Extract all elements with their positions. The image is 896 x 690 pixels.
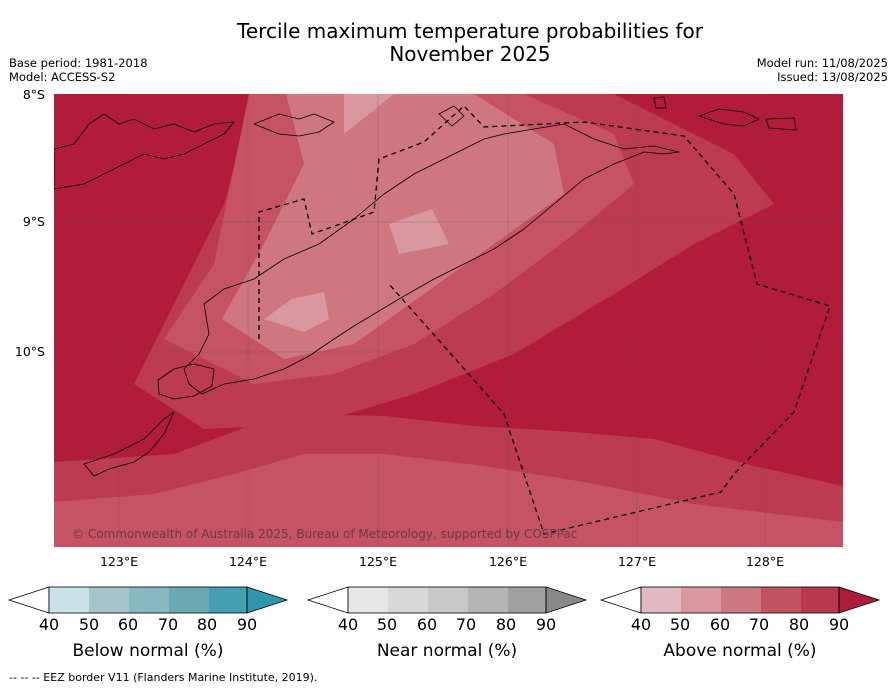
colorbar-below-bin-1 bbox=[49, 587, 89, 613]
colorbar-near-bin-4 bbox=[468, 587, 508, 613]
wetar-islands-coast bbox=[653, 96, 797, 131]
eez-footnote: -- -- -- EEZ border V11 (Flanders Marine… bbox=[9, 671, 318, 684]
lon-label-128e: 128°E bbox=[745, 554, 784, 569]
lat-label-8s: 8°S bbox=[22, 87, 45, 102]
lon-label-127e: 127°E bbox=[617, 554, 656, 569]
colorbar-below-frame bbox=[48, 586, 248, 614]
below-tick-50: 50 bbox=[78, 615, 100, 634]
below-tick-60: 60 bbox=[117, 615, 139, 634]
colorbar-near-bin-3 bbox=[428, 587, 468, 613]
above-tick-50: 50 bbox=[669, 615, 691, 634]
lon-label-125e: 125°E bbox=[358, 554, 397, 569]
colorbar-near-bin-1 bbox=[348, 587, 388, 613]
base-period: Base period: 1981-2018 bbox=[9, 56, 148, 70]
below-tick-40: 40 bbox=[38, 615, 60, 634]
band-50-central bbox=[264, 94, 449, 332]
below-tick-80: 80 bbox=[196, 615, 218, 634]
above-tick-60: 60 bbox=[709, 615, 731, 634]
colorbar-above-extend-low bbox=[599, 586, 642, 614]
above-tick-70: 70 bbox=[748, 615, 770, 634]
colorbar-below-extend-low bbox=[7, 586, 50, 614]
near-tick-90: 90 bbox=[535, 615, 557, 634]
model-name: Model: ACCESS-S2 bbox=[9, 70, 116, 84]
near-tick-80: 80 bbox=[495, 615, 517, 634]
colorbar-near-frame bbox=[347, 586, 547, 614]
colorbar-below-bin-4 bbox=[169, 587, 209, 613]
title-line-2: November 2025 bbox=[389, 42, 551, 66]
colorbar-below-extend-high bbox=[246, 586, 289, 614]
below-normal-title: Below normal (%) bbox=[72, 641, 224, 661]
above-tick-90: 90 bbox=[828, 615, 850, 634]
lon-label-124e: 124°E bbox=[228, 554, 267, 569]
timor-island-coast bbox=[183, 123, 680, 395]
colorbar-below-bin-3 bbox=[129, 587, 169, 613]
colorbar-below-normal bbox=[7, 586, 289, 614]
meta-left: Base period: 1981-2018 Model: ACCESS-S2 bbox=[9, 56, 148, 84]
lon-label-126e: 126°E bbox=[488, 554, 527, 569]
colorbar-above-bin-2 bbox=[681, 587, 721, 613]
colorbar-below-bin-5 bbox=[209, 587, 247, 613]
lat-label-9s: 9°S bbox=[22, 214, 45, 229]
colorbar-above-bin-3 bbox=[721, 587, 761, 613]
copyright-notice: © Commonwealth of Australia 2025, Bureau… bbox=[72, 527, 577, 541]
colorbar-above-bin-1 bbox=[641, 587, 681, 613]
near-normal-title: Near normal (%) bbox=[376, 641, 518, 661]
near-tick-60: 60 bbox=[416, 615, 438, 634]
colorbar-strip bbox=[7, 586, 881, 614]
colorbar-near-extend-high bbox=[545, 586, 588, 614]
near-tick-50: 50 bbox=[376, 615, 398, 634]
colorbar-above-frame bbox=[640, 586, 840, 614]
above-normal-title: Above normal (%) bbox=[663, 641, 817, 661]
below-tick-90: 90 bbox=[236, 615, 258, 634]
band-70-south bbox=[54, 454, 843, 547]
above-tick-80: 80 bbox=[788, 615, 810, 634]
above-tick-40: 40 bbox=[630, 615, 652, 634]
coastlines bbox=[54, 96, 797, 477]
rote-island-coast bbox=[157, 363, 215, 400]
issued-date: Issued: 13/08/2025 bbox=[777, 70, 888, 84]
colorbar-above-bin-5 bbox=[801, 587, 839, 613]
lon-label-123e: 123°E bbox=[99, 554, 138, 569]
below-tick-70: 70 bbox=[157, 615, 179, 634]
colorbar-near-bin-5 bbox=[508, 587, 546, 613]
sawu-island-coast bbox=[83, 411, 175, 477]
colorbar-below-bin-2 bbox=[89, 587, 129, 613]
near-tick-70: 70 bbox=[455, 615, 477, 634]
title-line-1: Tercile maximum temperature probabilitie… bbox=[237, 19, 703, 43]
chart-title: Tercile maximum temperature probabilitie… bbox=[0, 20, 896, 66]
probability-map: © Commonwealth of Australia 2025, Bureau… bbox=[54, 94, 843, 547]
flores-alor-coast bbox=[54, 113, 235, 190]
meta-right: Model run: 11/08/2025 Issued: 13/08/2025 bbox=[757, 56, 888, 84]
colorbar-above-extend-high bbox=[838, 586, 881, 614]
colorbar-near-extend-low bbox=[306, 586, 349, 614]
eez-border bbox=[258, 105, 831, 535]
colorbar-near-bin-2 bbox=[388, 587, 428, 613]
colorbar-above-bin-4 bbox=[761, 587, 801, 613]
near-tick-40: 40 bbox=[337, 615, 359, 634]
lat-label-10s: 10°S bbox=[14, 344, 45, 359]
colorbar-above-normal bbox=[599, 586, 881, 614]
model-run: Model run: 11/08/2025 bbox=[756, 56, 888, 70]
graticule bbox=[54, 94, 843, 547]
colorbar-near-normal bbox=[306, 586, 588, 614]
north-islands-coast bbox=[253, 105, 465, 137]
